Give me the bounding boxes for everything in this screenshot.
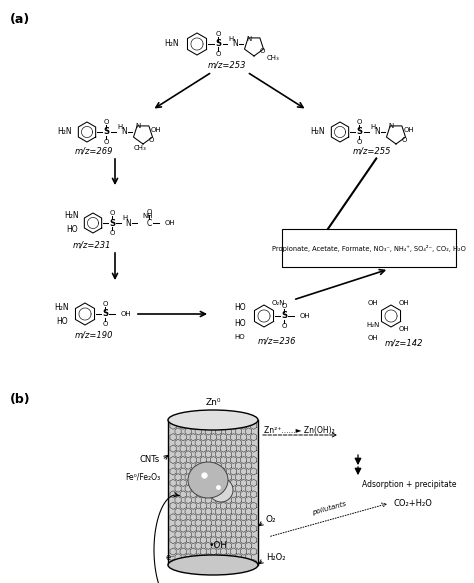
Text: O₂N: O₂N bbox=[271, 300, 285, 306]
Text: H: H bbox=[118, 124, 123, 130]
Text: m/z=190: m/z=190 bbox=[75, 331, 113, 340]
Text: H₂N: H₂N bbox=[164, 40, 179, 48]
Text: H₂N: H₂N bbox=[58, 128, 73, 136]
Text: O: O bbox=[103, 119, 109, 125]
FancyBboxPatch shape bbox=[282, 229, 456, 267]
Text: S: S bbox=[281, 311, 287, 321]
Text: H: H bbox=[122, 215, 128, 221]
Text: OH: OH bbox=[399, 300, 410, 306]
Text: OH: OH bbox=[368, 300, 378, 306]
Text: CO₂+H₂O: CO₂+H₂O bbox=[394, 498, 433, 507]
Text: H₂N: H₂N bbox=[310, 128, 325, 136]
Text: N: N bbox=[232, 40, 238, 48]
Text: OH: OH bbox=[368, 335, 378, 341]
Text: OH: OH bbox=[300, 313, 310, 319]
Text: Fe⁰/Fe₂O₃: Fe⁰/Fe₂O₃ bbox=[125, 472, 160, 482]
Text: O: O bbox=[109, 210, 115, 216]
Text: O: O bbox=[259, 48, 264, 54]
Text: S: S bbox=[356, 128, 362, 136]
Text: S: S bbox=[102, 310, 108, 318]
Text: Zn²⁺......► Zn(OH)₂: Zn²⁺......► Zn(OH)₂ bbox=[264, 426, 335, 434]
Text: O: O bbox=[148, 137, 154, 143]
Text: S: S bbox=[103, 128, 109, 136]
Text: O: O bbox=[281, 303, 287, 309]
Text: O: O bbox=[356, 119, 362, 125]
Text: •OH: •OH bbox=[209, 540, 228, 550]
Text: (b): (b) bbox=[10, 393, 31, 406]
Text: HO: HO bbox=[66, 226, 78, 234]
Text: N: N bbox=[121, 128, 127, 136]
Text: O: O bbox=[109, 230, 115, 236]
Text: e⁻: e⁻ bbox=[165, 553, 175, 563]
Text: HO: HO bbox=[56, 317, 68, 325]
Text: O: O bbox=[103, 139, 109, 145]
Text: CNTs: CNTs bbox=[140, 455, 160, 465]
Text: m/z=236: m/z=236 bbox=[258, 336, 297, 345]
Text: OH: OH bbox=[121, 311, 132, 317]
Text: (a): (a) bbox=[10, 13, 30, 26]
Text: H₂N: H₂N bbox=[55, 303, 69, 311]
Text: m/z=253: m/z=253 bbox=[208, 61, 246, 70]
Text: m/z=269: m/z=269 bbox=[75, 147, 113, 156]
Ellipse shape bbox=[168, 410, 258, 430]
Text: CH₃: CH₃ bbox=[267, 55, 280, 61]
Text: OH: OH bbox=[399, 326, 410, 332]
Text: O: O bbox=[281, 323, 287, 329]
Text: O: O bbox=[102, 321, 108, 327]
Text: O: O bbox=[146, 209, 152, 215]
Text: S: S bbox=[109, 219, 115, 227]
Text: H₂N: H₂N bbox=[366, 322, 380, 328]
Text: m/z=231: m/z=231 bbox=[73, 241, 111, 250]
Text: pollutants: pollutants bbox=[311, 501, 347, 516]
Ellipse shape bbox=[209, 478, 233, 502]
Text: H: H bbox=[228, 36, 234, 42]
Text: N: N bbox=[136, 123, 141, 129]
Text: CH₃: CH₃ bbox=[134, 145, 146, 151]
Text: OH: OH bbox=[404, 127, 415, 133]
Text: O: O bbox=[356, 139, 362, 145]
Text: NH: NH bbox=[142, 213, 153, 219]
Text: H: H bbox=[370, 124, 375, 130]
Text: Zn⁰: Zn⁰ bbox=[205, 398, 221, 407]
Text: N: N bbox=[125, 219, 131, 227]
Ellipse shape bbox=[188, 462, 228, 498]
Text: m/z=255: m/z=255 bbox=[353, 147, 392, 156]
Text: C: C bbox=[146, 219, 152, 227]
Text: OH: OH bbox=[165, 220, 176, 226]
Text: O: O bbox=[401, 137, 407, 143]
Text: HO: HO bbox=[234, 303, 246, 311]
Text: HO: HO bbox=[234, 318, 246, 328]
Text: H₂N: H₂N bbox=[64, 212, 79, 220]
Text: S: S bbox=[215, 40, 221, 48]
Text: O: O bbox=[102, 301, 108, 307]
Text: HO: HO bbox=[235, 334, 246, 340]
Text: N: N bbox=[388, 123, 393, 129]
Text: Propionate, Acetate, Formate, NO₃⁻, NH₄⁺, SO₄²⁻, CO₂, H₂O: Propionate, Acetate, Formate, NO₃⁻, NH₄⁺… bbox=[272, 244, 466, 251]
Text: H₂O₂: H₂O₂ bbox=[266, 553, 285, 563]
Text: O₂: O₂ bbox=[266, 515, 277, 525]
Text: O: O bbox=[215, 31, 221, 37]
Text: N: N bbox=[374, 128, 380, 136]
Text: m/z=142: m/z=142 bbox=[385, 338, 423, 347]
Ellipse shape bbox=[168, 555, 258, 575]
Text: OH: OH bbox=[151, 127, 162, 133]
Text: O: O bbox=[215, 51, 221, 57]
FancyBboxPatch shape bbox=[168, 420, 258, 565]
Text: N: N bbox=[246, 36, 252, 42]
Text: Adsorption + precipitate: Adsorption + precipitate bbox=[362, 480, 456, 489]
